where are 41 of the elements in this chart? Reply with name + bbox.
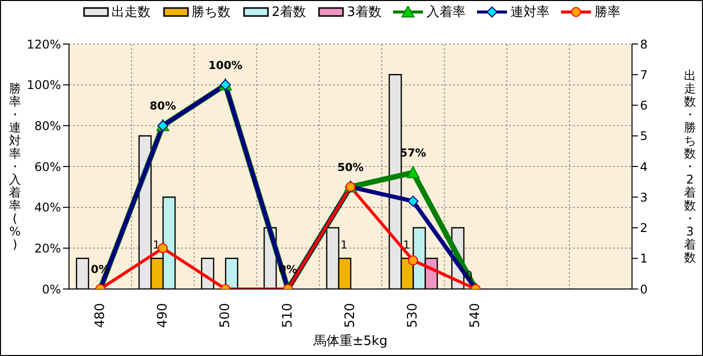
y2-tick-label: 8 [640, 37, 648, 52]
point [406, 166, 420, 178]
y2-tick-label: 7 [640, 68, 648, 82]
data-label: 50% [337, 160, 364, 174]
x-tick-label: 530 [406, 303, 421, 328]
x-tick-label: 540 [468, 303, 484, 328]
data-label: 1 [340, 238, 348, 252]
text: 出走数・勝ち数・2着数・3着数 [684, 68, 696, 264]
legend-label: 2着数 [272, 4, 306, 21]
legend-label: 3着数 [347, 4, 382, 21]
data-label: 1 [403, 238, 410, 252]
data-label: 0 [466, 269, 473, 282]
x-axis-title: 馬体重±5kg [312, 334, 388, 349]
y-tick-label: 80% [34, 118, 61, 133]
data-label: 100% [208, 58, 242, 72]
y-tick-label: 60% [34, 160, 61, 174]
legend-label: 勝率 [594, 4, 620, 21]
legend-label: 連対率 [510, 4, 550, 21]
y-tick-label: 40% [34, 200, 61, 215]
y2-tick-label: 5 [640, 129, 648, 144]
y2-tick-label: 6 [640, 98, 648, 113]
x-tick-label: 500 [218, 303, 233, 328]
y2-tick-label: 4 [640, 160, 648, 174]
legend-label: 勝ち数 [192, 4, 231, 21]
y-tick-label: 20% [34, 241, 61, 256]
text: 勝率・連対率・入着率(%) [9, 81, 21, 252]
data-label: 80% [150, 100, 176, 113]
y2-tick-label: 1 [640, 252, 648, 266]
point [408, 196, 419, 207]
y2-tick-label: 0 [640, 282, 648, 296]
y-tick-label: 120% [26, 37, 61, 52]
x-tick-label: 490 [155, 303, 170, 328]
legend-label: 出走数 [112, 4, 151, 21]
legend-label: 入着率 [426, 4, 466, 21]
y2-tick-label: 2 [640, 221, 648, 236]
y-tick-label: 0% [42, 282, 61, 296]
y2-tick-label: 3 [640, 190, 648, 204]
x-tick-label: 510 [280, 303, 296, 328]
x-tick-label: 480 [92, 303, 108, 328]
y-tick-label: 100% [26, 78, 61, 92]
x-tick-label: 520 [343, 303, 358, 328]
